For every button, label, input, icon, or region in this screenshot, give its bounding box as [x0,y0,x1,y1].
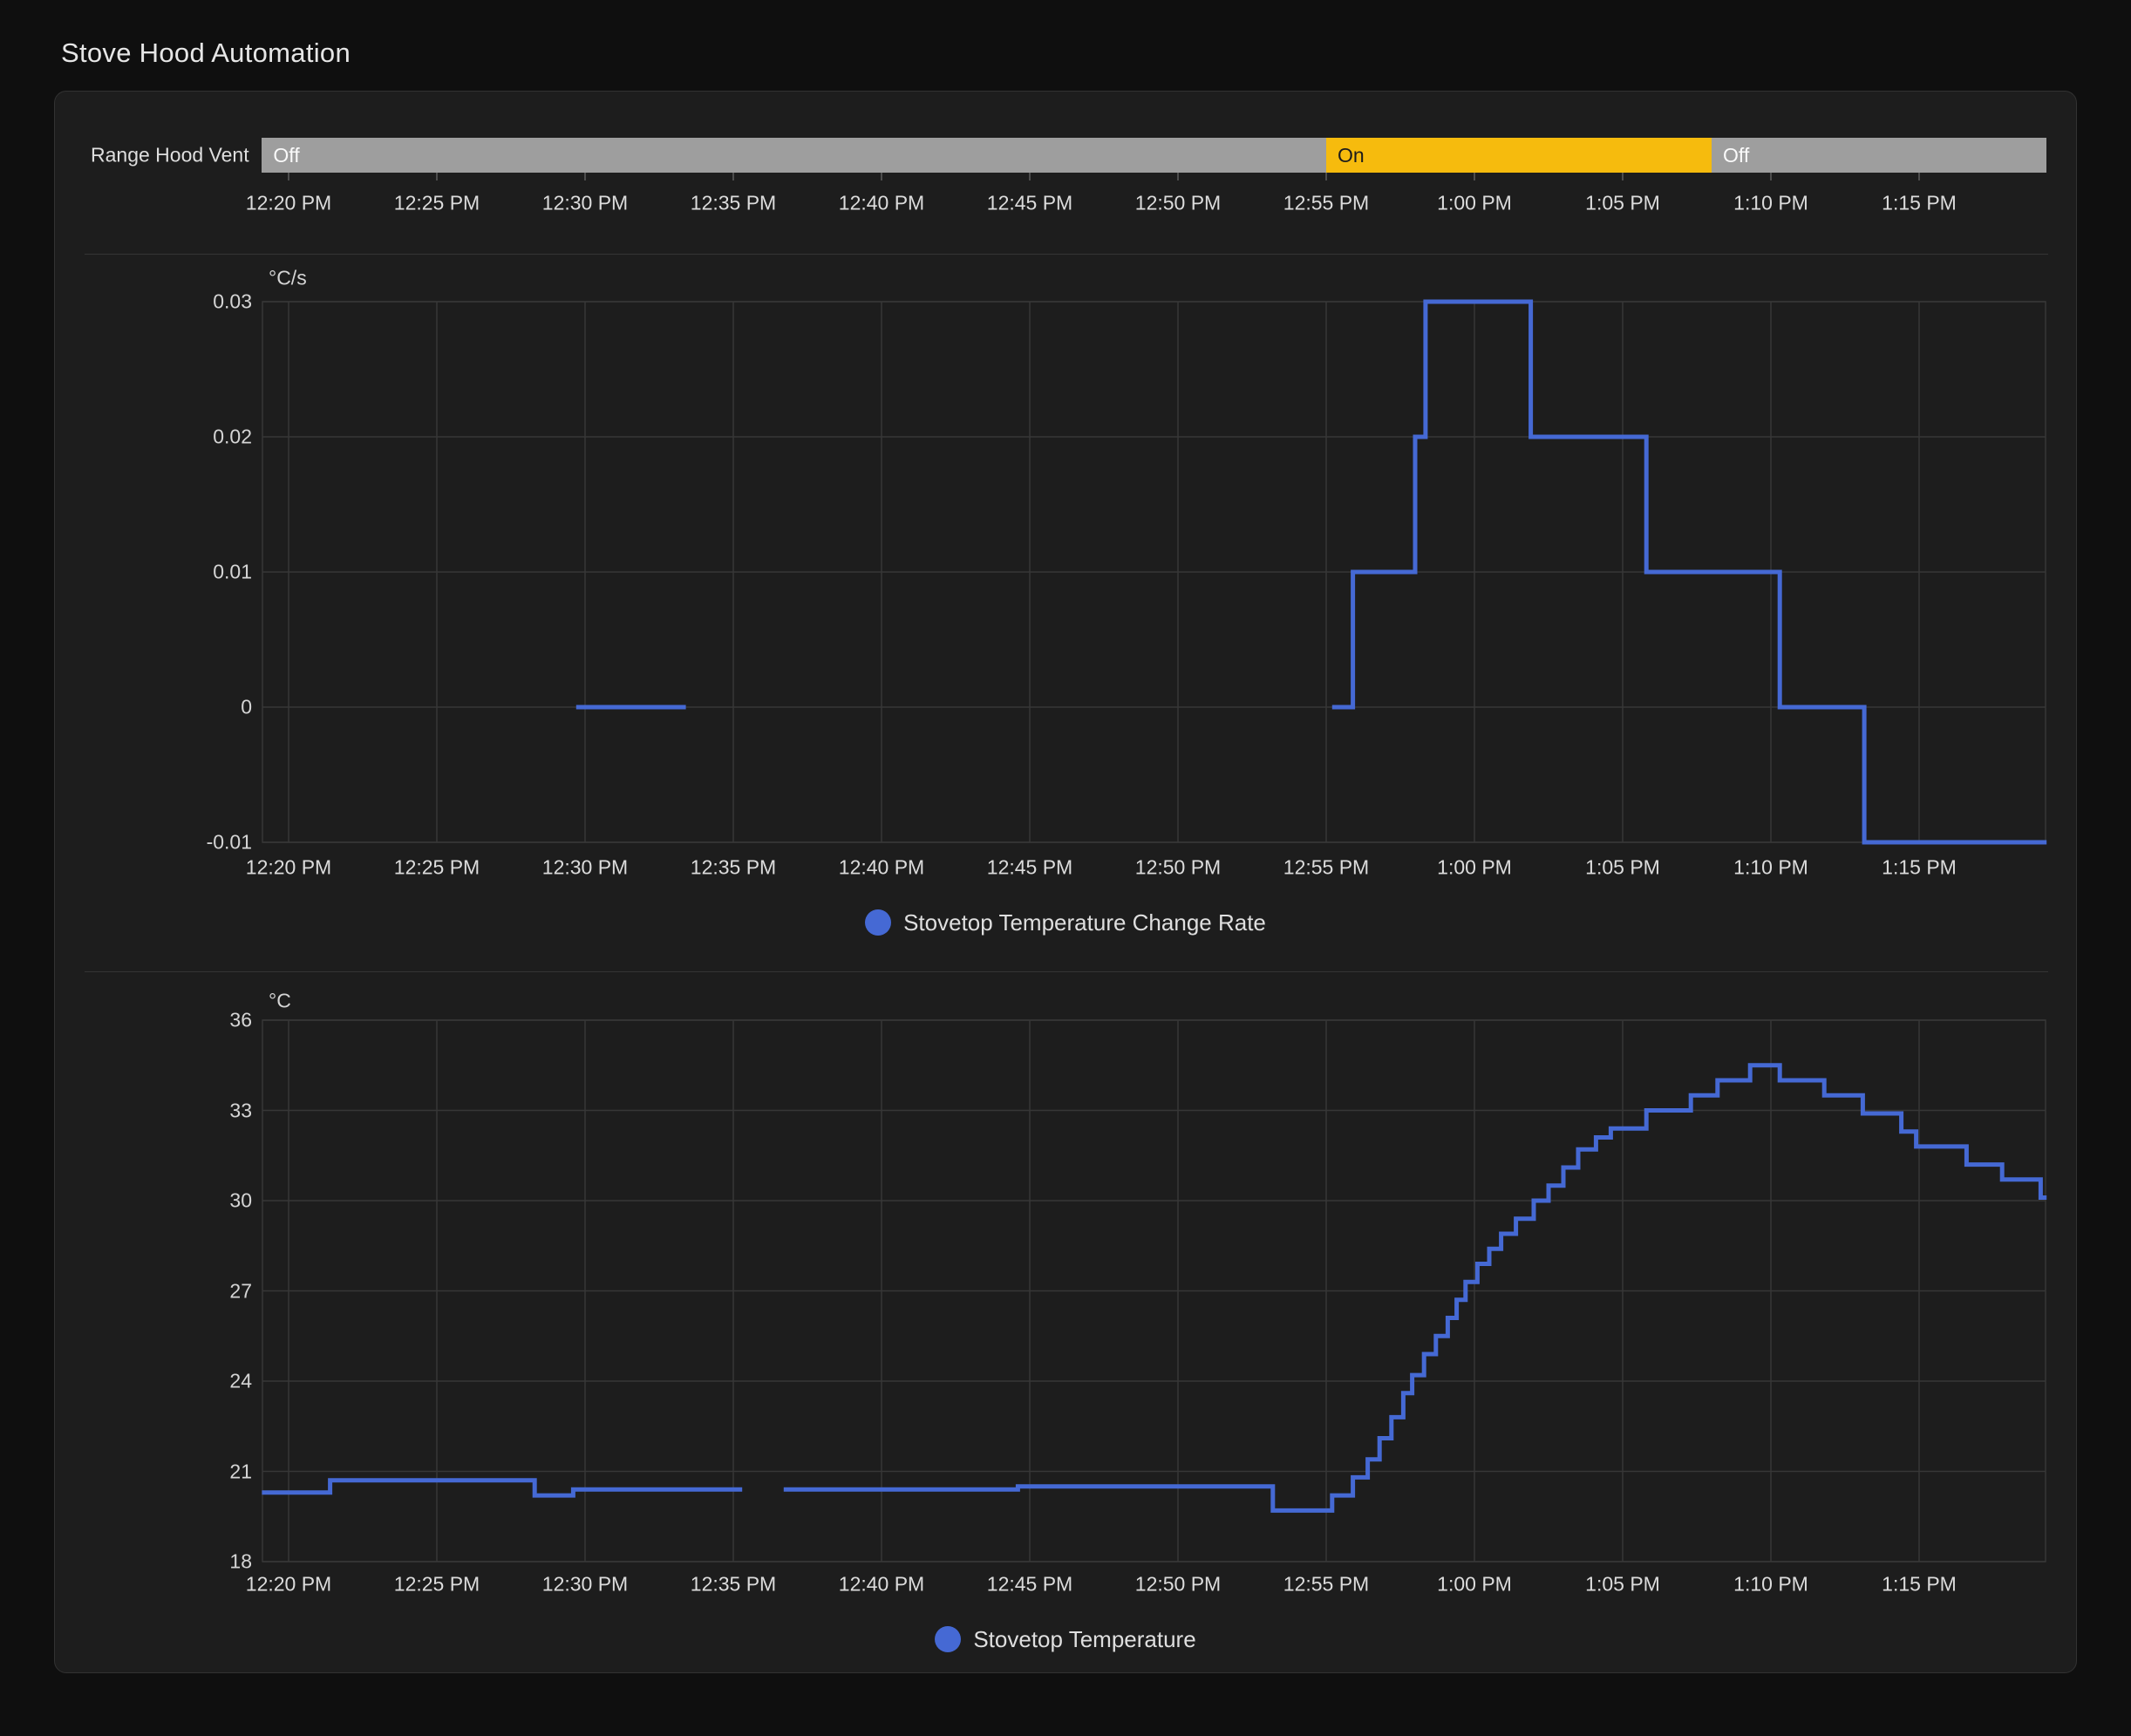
temp-y-tick-label: 27 [229,1279,252,1302]
temp-x-tick-label: 1:00 PM [1437,1572,1512,1596]
timeline-tick-mark [436,173,438,180]
timeline-tick-mark [1029,173,1031,180]
temp-x-tick-label: 12:50 PM [1134,1572,1222,1596]
timeline-tick-label: 12:20 PM [245,191,332,214]
rate-y-tick-label: 0.03 [213,289,252,313]
timeline-tick-mark [732,173,734,180]
temp-legend[interactable]: Stovetop Temperature [55,1622,2076,1657]
rate-x-tick-label: 12:55 PM [1283,855,1370,879]
timeline-tick-label: 12:50 PM [1134,191,1222,214]
timeline-tick-label: 12:35 PM [690,191,777,214]
rate-legend[interactable]: Stovetop Temperature Change Rate [55,905,2076,940]
timeline-entity-label: Range Hood Vent [91,143,249,167]
timeline-bar: Off On Off [262,138,2047,173]
rate-x-tick-label: 1:05 PM [1585,855,1660,879]
timeline-state-label: On [1338,144,1365,167]
timeline-state-label: Off [1723,144,1750,167]
rate-chart [262,299,2047,845]
rate-x-tick-label: 12:30 PM [541,855,629,879]
timeline-tick-mark [288,173,289,180]
temp-plot-border [262,1019,2046,1562]
temp-x-tick-label: 12:35 PM [690,1572,777,1596]
rate-y-tick-label: 0.02 [213,425,252,448]
timeline-tick-mark [1177,173,1179,180]
temp-y-tick-label: 33 [229,1099,252,1121]
rate-x-tick-label: 1:00 PM [1437,855,1512,879]
page-title: Stove Hood Automation [61,37,351,68]
rate-series-line[interactable] [1331,299,2047,845]
temp-x-tick-label: 12:20 PM [245,1572,332,1596]
timeline-segment-on[interactable]: On [1326,138,1712,173]
timeline-segment-off[interactable]: Off [1712,138,2047,173]
temp-x-tick-label: 1:10 PM [1733,1572,1808,1596]
temp-y-tick-label: 21 [229,1460,252,1482]
temp-y-tick-label: 18 [229,1549,252,1573]
timeline-tick-mark [1325,173,1327,180]
legend-dot-icon [935,1626,962,1652]
temp-x-tick-label: 12:40 PM [838,1572,925,1596]
temp-x-tick-label: 12:30 PM [541,1572,629,1596]
rate-x-tick-label: 1:10 PM [1733,855,1808,879]
rate-plot-border [262,301,2046,843]
timeline-segment-off[interactable]: Off [262,138,1326,173]
temp-chart [262,1019,2047,1562]
rate-legend-label: Stovetop Temperature Change Rate [903,909,1266,936]
timeline-tick-label: 12:25 PM [393,191,480,214]
rate-x-tick-label: 1:15 PM [1882,855,1957,879]
timeline-tick-label: 12:55 PM [1283,191,1370,214]
rate-y-tick-label: -0.01 [206,830,252,854]
temp-series-line[interactable] [783,1063,2047,1513]
temp-legend-label: Stovetop Temperature [973,1625,1196,1652]
timeline-tick-mark [1770,173,1772,180]
rate-x-tick-label: 12:20 PM [245,855,332,879]
temp-axis-unit-label: °C [269,989,291,1012]
timeline-tick-label: 1:00 PM [1437,191,1512,214]
timeline-state-label: Off [273,144,300,167]
rate-x-tick-label: 12:45 PM [986,855,1073,879]
legend-dot-icon [865,909,892,936]
timeline-tick-mark [1474,173,1475,180]
temp-x-tick-label: 12:25 PM [393,1572,480,1596]
rate-x-tick-label: 12:40 PM [838,855,925,879]
timeline-tick-label: 12:45 PM [986,191,1073,214]
temp-y-tick-label: 30 [229,1188,252,1212]
temp-x-tick-label: 1:05 PM [1585,1572,1660,1596]
temp-series-line[interactable] [262,1478,743,1498]
temp-y-tick-label: 36 [229,1008,252,1031]
timeline-tick-mark [881,173,882,180]
temp-y-tick-label: 24 [229,1369,252,1392]
section-divider [85,971,2048,972]
rate-y-tick-label: 0.01 [213,560,252,583]
timeline-tick-mark [1918,173,1920,180]
rate-axis-unit-label: °C/s [269,266,307,289]
rate-x-tick-label: 12:50 PM [1134,855,1222,879]
timeline-tick-label: 12:30 PM [541,191,629,214]
rate-y-tick-label: 0 [241,695,252,718]
temp-x-tick-label: 1:15 PM [1882,1572,1957,1596]
rate-x-tick-label: 12:25 PM [393,855,480,879]
temp-x-tick-label: 12:55 PM [1283,1572,1370,1596]
charts-canvas [262,299,2047,1562]
timeline-tick-label: 1:05 PM [1585,191,1660,214]
timeline-tick-label: 12:40 PM [838,191,925,214]
timeline-tick-mark [584,173,586,180]
timeline-tick-label: 1:15 PM [1882,191,1957,214]
temp-x-tick-label: 12:45 PM [986,1572,1073,1596]
history-graph-card: Range Hood Vent Off On Off °C/s °C Stoveto… [54,91,2077,1673]
timeline-tick-label: 1:10 PM [1733,191,1808,214]
timeline-tick-mark [1622,173,1624,180]
section-divider [85,254,2048,255]
rate-x-tick-label: 12:35 PM [690,855,777,879]
